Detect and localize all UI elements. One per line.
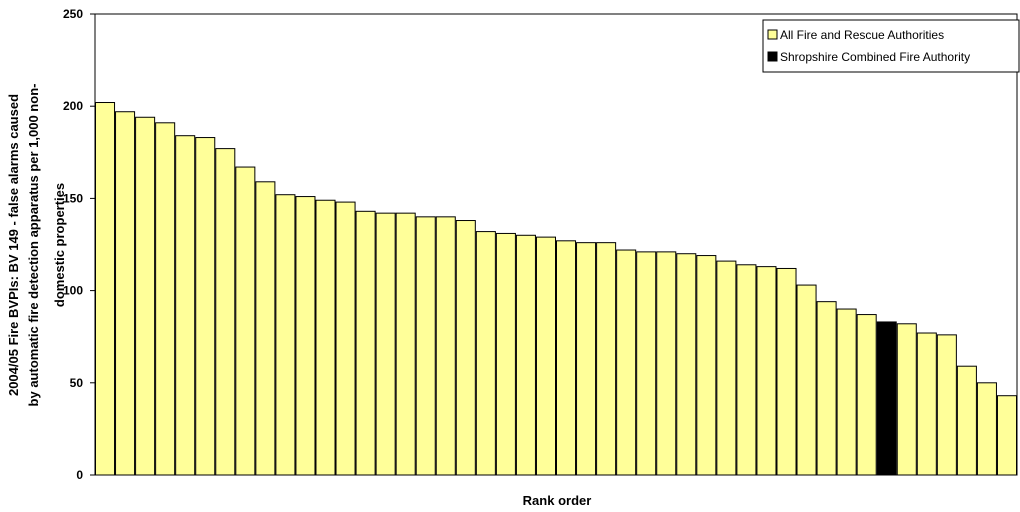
y-tick-label: 200 [63,99,83,113]
bar [415,216,436,476]
bar [195,137,216,476]
x-axis-title: Rank order [523,493,592,508]
bar [95,102,116,476]
bar [796,284,817,476]
y-tick-label: 50 [70,376,84,390]
y-axis-title-line-3: domestic properties [52,183,67,307]
bar [435,216,456,476]
bar [716,260,737,476]
y-axis: 0 50 100 150 200 250 [63,7,95,482]
bar [355,210,376,476]
bar [375,212,396,476]
y-axis-title-line-2: by automatic fire detection apparatus pe… [26,84,41,407]
bar [896,323,917,476]
bar [395,212,416,476]
bar [956,365,977,476]
bar [656,251,677,476]
bar [816,301,837,476]
legend-swatch [767,29,778,40]
bar [676,253,697,476]
bar [836,308,857,476]
bar [495,232,516,476]
legend-swatch [767,51,778,62]
y-tick-label: 250 [63,7,83,21]
bar [155,122,176,476]
bar [115,111,136,476]
bar [756,266,777,476]
bar [315,199,336,476]
legend-label: Shropshire Combined Fire Authority [780,50,970,64]
bar [636,251,657,476]
bar [856,314,877,476]
plot-area [94,13,1018,476]
y-axis-title: 2004/05 Fire BVPIs: BV 149 - false alarm… [6,84,67,407]
bar [455,220,476,476]
bar [936,334,957,476]
bar [976,382,997,476]
bar [736,264,757,476]
y-tick-label: 150 [63,191,83,205]
bar [255,181,276,476]
bar [556,240,577,476]
bar [475,231,496,476]
bar [275,194,296,476]
bar [175,135,196,476]
y-tick-label: 100 [63,284,83,298]
y-tick-label: 0 [76,468,83,482]
legend-label: All Fire and Rescue Authorities [780,28,944,42]
bar [235,166,256,476]
bar [295,196,316,476]
bar [596,242,617,476]
bar [515,234,536,476]
bar [335,201,356,476]
bar [996,395,1018,476]
bar [776,267,797,476]
bar [696,255,717,476]
bar-highlight [876,321,897,476]
bar [135,116,156,476]
bar [535,236,557,476]
bar [616,249,637,476]
legend: All Fire and Rescue Authorities Shropshir… [762,19,1020,73]
legend-box [762,19,1020,73]
bar [916,332,937,476]
bar [576,242,597,476]
bar [215,148,236,476]
y-axis-title-line-1: 2004/05 Fire BVPIs: BV 149 - false alarm… [6,94,21,396]
